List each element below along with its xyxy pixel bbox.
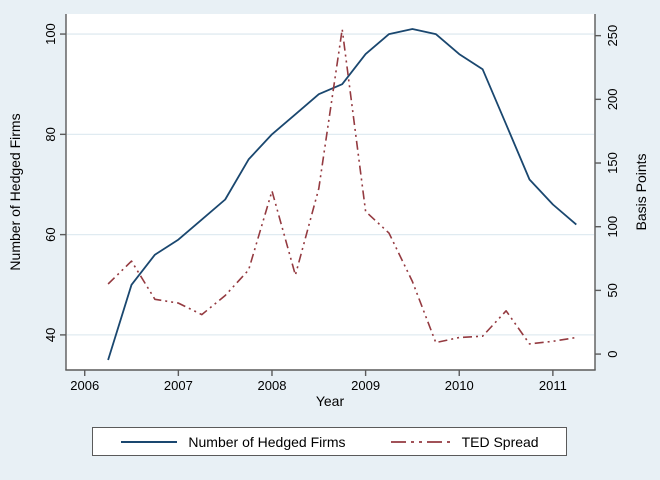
hedged-firms-line-sample-icon bbox=[121, 440, 178, 443]
legend-label-hedged-firms: Number of Hedged Firms bbox=[188, 433, 346, 450]
y-right-tick-label-100: 100 bbox=[605, 216, 620, 238]
y-right-tick-label-0: 0 bbox=[605, 350, 620, 357]
y-left-tick-label-40: 40 bbox=[43, 328, 58, 342]
legend-item-ted-spread: TED Spread bbox=[390, 434, 539, 450]
x-tick-label-2007: 2007 bbox=[164, 378, 193, 393]
x-tick-label-2008: 2008 bbox=[258, 378, 287, 393]
y-right-tick-label-50: 50 bbox=[605, 283, 620, 297]
ted-spread-line-sample-icon bbox=[390, 440, 451, 443]
x-tick-label-2010: 2010 bbox=[445, 378, 474, 393]
y-axis-left-title: Number of Hedged Firms bbox=[7, 113, 23, 270]
x-tick-label-2009: 2009 bbox=[351, 378, 380, 393]
legend-item-hedged-firms: Number of Hedged Firms bbox=[120, 433, 346, 450]
hedged-firms-line bbox=[107, 28, 577, 361]
y-right-tick-label-250: 250 bbox=[605, 25, 620, 47]
chart-layer: 40 60 80 100 0 50 100 150 200 250 2006 2007 2008 2009… bbox=[43, 14, 620, 393]
y-axis-right-title: Basis Points bbox=[633, 153, 649, 230]
x-tick-label-2006: 2006 bbox=[70, 378, 99, 393]
legend-label-ted-spread: TED Spread bbox=[461, 433, 539, 450]
x-tick-label-2011: 2011 bbox=[539, 378, 567, 393]
y-left-tick-label-100: 100 bbox=[43, 23, 58, 45]
x-axis-title: Year bbox=[316, 393, 345, 409]
y-left-tick-label-60: 60 bbox=[43, 227, 58, 241]
y-left-tick-label-80: 80 bbox=[43, 127, 58, 141]
legend: Number of Hedged Firms TED Spread bbox=[92, 427, 567, 456]
y-right-tick-label-150: 150 bbox=[605, 152, 620, 174]
plot-area bbox=[66, 14, 595, 370]
y-right-tick-label-200: 200 bbox=[605, 88, 620, 110]
